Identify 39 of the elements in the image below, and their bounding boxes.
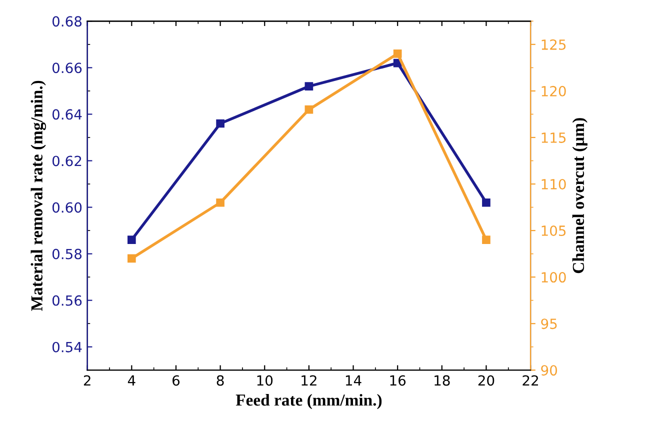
x-tick-label: 10	[257, 375, 273, 386]
point	[127, 236, 136, 244]
x-tick-label: 8	[216, 375, 224, 386]
x-tick-label: 12	[302, 375, 316, 386]
x-tick-label: 2	[84, 375, 90, 386]
x-axis-title: Feed rate (mm/min.)	[236, 394, 382, 410]
y-tick-label: 0.54	[52, 342, 82, 352]
point	[482, 236, 490, 244]
y2-tick-label: 110	[542, 178, 566, 190]
y2-tick-label: 105	[542, 226, 566, 236]
y2-tick-label: 125	[542, 39, 566, 50]
y2-axis-title: Channel overcut (µm)	[572, 118, 588, 274]
x-tick-label: 18	[434, 375, 450, 386]
y-axis-title: Material removal rate (mg/min.)	[30, 80, 46, 311]
point	[127, 254, 136, 263]
x-tick-label: 20	[478, 375, 494, 386]
point	[304, 105, 314, 114]
y2-tick-label: 115	[542, 132, 566, 143]
y2-tick-label: 120	[542, 86, 566, 96]
y-tick-label: 0.62	[52, 156, 82, 166]
point	[216, 119, 224, 128]
y-tick-label: 0.64	[52, 109, 82, 120]
x-tick-label: 4	[128, 375, 136, 386]
x-tick-label: 14	[346, 375, 362, 386]
y2-tick-label: 100	[542, 272, 566, 283]
point	[482, 198, 490, 207]
point	[393, 50, 402, 58]
y-tick-label: 0.66	[52, 62, 82, 74]
point	[304, 82, 314, 90]
y-tick-label: 0.60	[52, 202, 82, 213]
y2-tick-label: 90	[541, 365, 558, 376]
x-tick-label: 22	[522, 375, 538, 386]
point	[216, 198, 224, 207]
y-tick-label: 0.58	[52, 248, 82, 260]
y-tick-label: 0.68	[52, 16, 82, 27]
y-tick-label: 0.56	[52, 295, 82, 306]
x-tick-label: 16	[390, 375, 406, 386]
x-tick-label: 6	[172, 375, 180, 386]
y2-tick-label: 95	[541, 318, 557, 330]
